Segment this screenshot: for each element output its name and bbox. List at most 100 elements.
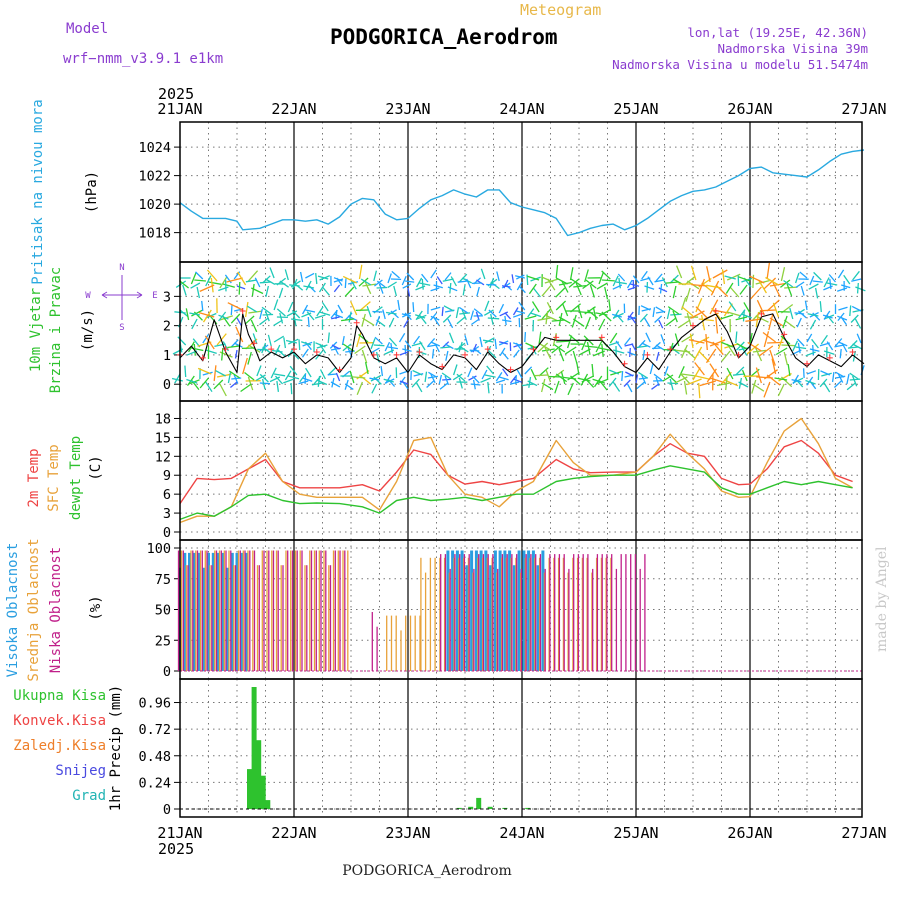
wind-gust-marker [758,310,765,317]
wind-gust-marker [313,349,320,355]
wind-arrow [612,313,622,318]
wind-arrow [694,362,705,376]
date-axis-top: 21JAN 22JAN 23JAN 24JAN 25JAN 26JAN 27JAN [157,100,886,118]
wind-arrow [841,284,851,289]
precip-bar [256,740,262,809]
wind-arrow [849,378,861,381]
wind-arrow [806,333,813,343]
wind-arrow [219,383,227,397]
wind-arrow [672,285,677,299]
wind-arrow [809,275,815,286]
wind-arrow [467,367,473,378]
wind-arrow [642,349,646,361]
wind-arrow [732,373,745,376]
wind-arrow [567,372,579,381]
wind-arrow [190,282,201,289]
wind-arrow [783,319,796,329]
wind-arrow [826,282,838,286]
wind-arrow [724,275,736,280]
wind-arrow [587,309,599,319]
wind-arrow [631,343,637,352]
wind-arrow [627,315,637,320]
wind-arrow [756,299,765,316]
wind-arrow [795,346,807,350]
wind-arrow [655,344,665,351]
wind-arrow [244,371,255,381]
wind-arrow [238,281,241,295]
wind-arrow [551,344,563,354]
wind-arrow [261,342,267,354]
wind-arrow [476,279,485,286]
wind-arrow [799,271,808,279]
wind-arrow [373,270,378,282]
wind-arrow [794,272,800,284]
wind-arrow [726,343,736,357]
wind-arrow [538,367,549,377]
wind-arrow [674,376,688,384]
wind-arrow [841,342,848,353]
wind-arrow [387,346,399,350]
wind-arrow [755,367,763,384]
wind-arrow [484,374,496,378]
wind-arrow [812,280,823,283]
wind-arrow [609,369,620,375]
wind-arrow [805,351,816,357]
wind-arrow [487,317,500,320]
precip-legend-item: Zaledj.Kisa [13,738,106,754]
wind-arrow [306,311,315,321]
wind-arrow [823,310,831,320]
wind-arrow [575,282,582,296]
wind-arrow [701,282,715,294]
wind-arrow [291,318,303,322]
precip-bar [468,806,474,809]
wind-arrow [445,350,449,361]
wind-arrow [555,373,568,383]
wind-gust-marker [268,346,275,353]
wind-arrow [566,335,573,349]
wind-arrow [216,333,227,346]
wind-arrow [728,301,737,312]
wind-arrow [838,306,848,311]
y-tick-label: 1024 [138,140,171,156]
wind-arrow [230,304,233,316]
wind-arrow [483,309,494,316]
wind-arrow [806,370,817,375]
wind-arrow [541,276,554,283]
wind-arrow [851,375,858,387]
date-tick-top: 27JAN [841,100,886,118]
wind-arrow [667,306,680,315]
wind-arrow [681,306,694,317]
wind-arrow [373,376,382,385]
wind-arrow [541,308,551,320]
wind-arrow [227,345,240,349]
wind-arrow [655,351,660,361]
wind-arrow [577,305,583,319]
wind-arrow [763,331,770,348]
wind-arrow [556,340,570,343]
wind-gust-marker [416,349,423,355]
wind-arrow [215,370,226,377]
wind-arrow [504,315,507,326]
wind-arrow [681,373,695,377]
wind-arrow [471,318,480,326]
wind-arrow [430,315,440,321]
wind-arrow [317,375,321,387]
wind-arrow [202,334,210,344]
wind-arrow [489,277,495,289]
compass-north: N [119,263,124,273]
wind-arrow [406,272,415,281]
wind-arrow [578,348,591,356]
wind-arrow [428,371,437,378]
wind-arrow [415,285,426,291]
wind-arrow [775,347,788,356]
wind-arrow [226,277,243,283]
wind-arrow [836,287,848,292]
wind-arrow [415,310,423,321]
wind-arrow [789,307,794,320]
wind-arrow [823,382,831,393]
y-tick-label: 100 [147,541,171,557]
wind-arrow [834,344,845,348]
wind-arrow [233,374,239,384]
wind-arrow [604,286,609,300]
wind-arrow [691,283,708,287]
